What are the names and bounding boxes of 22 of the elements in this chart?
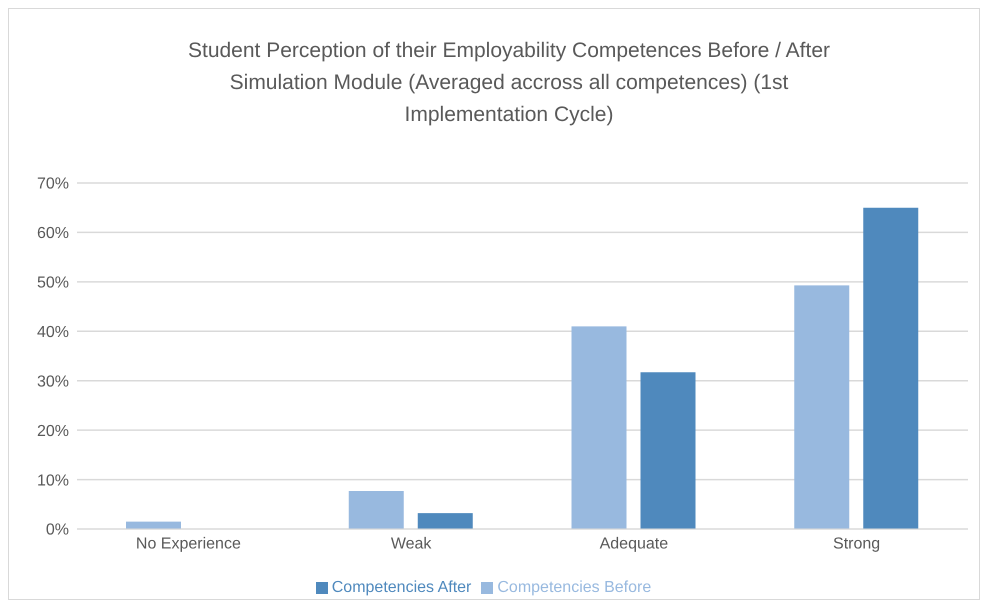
bar — [640, 372, 696, 529]
bar — [572, 326, 627, 529]
y-tick-label: 70% — [36, 176, 69, 193]
bar — [126, 522, 182, 529]
x-tick-label: Adequate — [600, 535, 668, 552]
y-tick-label: 60% — [36, 225, 69, 242]
x-tick-label: Weak — [390, 535, 432, 552]
y-tick-label: 20% — [36, 422, 69, 440]
bar — [348, 490, 404, 529]
x-tick-label: No Experience — [136, 535, 241, 552]
bar — [418, 513, 473, 529]
bar — [794, 285, 850, 529]
y-tick-label: 10% — [36, 472, 69, 490]
y-tick-label: 40% — [36, 324, 69, 341]
y-tick-label: 0% — [46, 522, 69, 539]
chart-title: Student Perception of their Employability Competences Before / After Simulation Module (Averaged accross all competences) (1st Implementation Cycle) — [186, 38, 831, 128]
x-tick-label: Strong — [833, 535, 880, 552]
y-tick-label: 50% — [36, 274, 69, 292]
legend-label: Competencies After — [332, 579, 472, 596]
bar — [863, 208, 918, 529]
y-tick-label: 30% — [36, 373, 69, 390]
legend-label: Competencies Before — [497, 579, 652, 596]
